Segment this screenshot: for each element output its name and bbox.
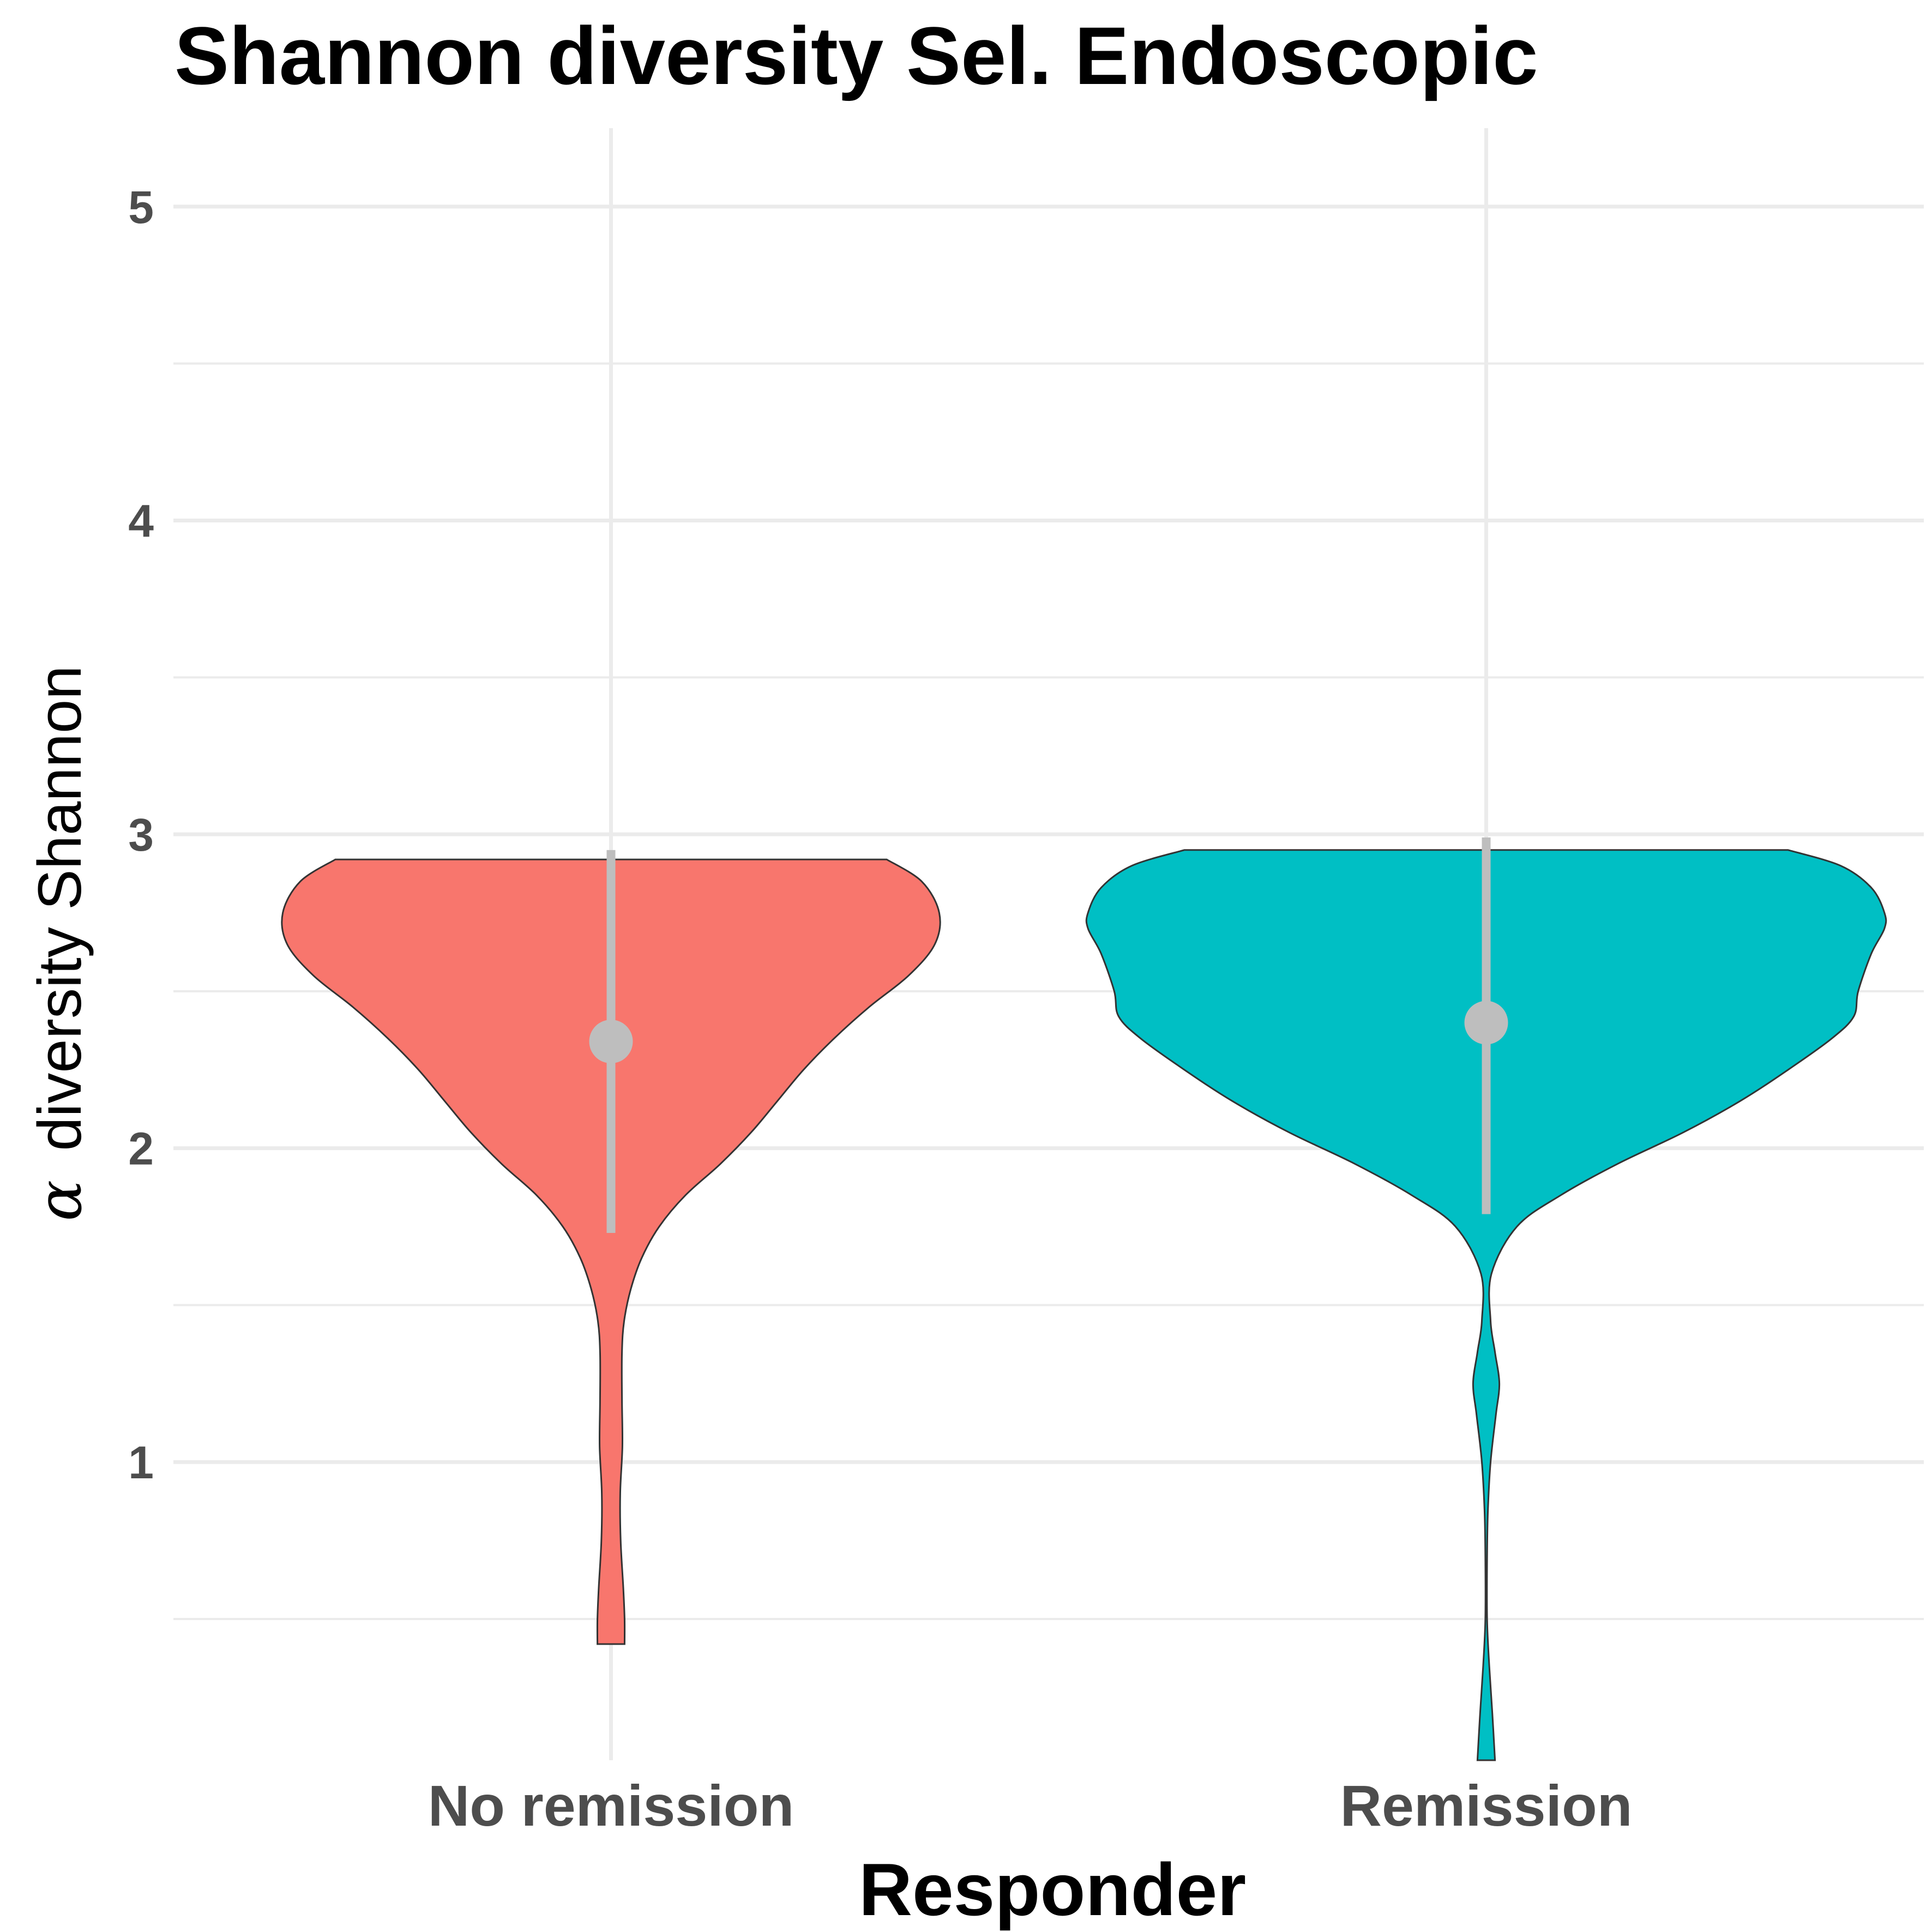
- y-axis-title-symbol: α: [25, 1180, 95, 1221]
- y-tick-label: 1: [128, 1437, 154, 1488]
- y-tick-label: 4: [128, 495, 154, 546]
- tick-layer: 1 2 3 4 5 No remission Remission: [128, 182, 1632, 1838]
- violin-remission: [1085, 849, 1887, 1761]
- summary-layer: [589, 837, 1508, 1233]
- summary-mean-point: [1464, 1001, 1508, 1045]
- violin-no-remission: [281, 858, 941, 1645]
- x-axis-title: Responder: [859, 1848, 1246, 1931]
- summary-mean-point: [589, 1019, 633, 1063]
- violin-layer: [281, 849, 1887, 1761]
- x-tick-label: No remission: [428, 1774, 795, 1838]
- y-tick-label: 2: [128, 1123, 154, 1175]
- y-axis-title-text: diversity Shannon: [26, 665, 94, 1151]
- x-tick-label: Remission: [1340, 1774, 1632, 1838]
- y-tick-label: 3: [128, 809, 154, 860]
- chart-title: Shannon diversity Sel. Endoscopic: [174, 10, 1538, 101]
- y-tick-label: 5: [128, 182, 154, 233]
- y-axis-title: α diversity Shannon: [25, 665, 95, 1221]
